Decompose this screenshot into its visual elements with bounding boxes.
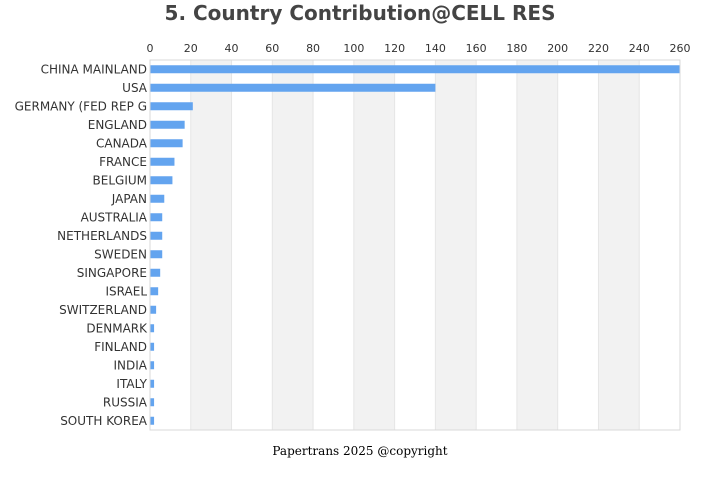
category-label: ISRAEL <box>106 284 148 298</box>
category-label: SWITZERLAND <box>59 303 147 317</box>
x-tick-label: 180 <box>506 42 527 55</box>
category-label: SOUTH KOREA <box>60 414 148 428</box>
bar <box>150 416 155 425</box>
bar <box>150 102 193 111</box>
category-label: CANADA <box>96 136 148 150</box>
bar <box>150 379 155 388</box>
x-tick-label: 80 <box>306 42 320 55</box>
bar <box>150 361 155 370</box>
bar <box>150 231 163 240</box>
category-label: BELGIUM <box>93 173 147 187</box>
x-tick-label: 160 <box>466 42 487 55</box>
category-label: FINLAND <box>94 340 147 354</box>
bar <box>150 120 185 129</box>
grid-bands <box>190 60 640 430</box>
bar <box>150 398 155 407</box>
category-label: JAPAN <box>111 192 147 206</box>
category-label: ENGLAND <box>88 118 147 132</box>
x-tick-label: 220 <box>588 42 609 55</box>
category-label: FRANCE <box>99 155 147 169</box>
category-label: RUSSIA <box>103 395 148 409</box>
bar <box>150 250 163 259</box>
category-label: ITALY <box>116 377 147 391</box>
bar <box>150 194 165 203</box>
grid-band <box>516 60 558 430</box>
bar <box>150 342 155 351</box>
bar <box>150 65 680 74</box>
bar <box>150 139 183 148</box>
category-label: USA <box>122 81 148 95</box>
x-tick-label: 100 <box>343 42 364 55</box>
category-label: SWEDEN <box>94 247 147 261</box>
grid-band <box>353 60 395 430</box>
category-label: AUSTRALIA <box>81 210 148 224</box>
category-label: SINGAPORE <box>77 266 147 280</box>
bar <box>150 287 159 296</box>
bar <box>150 83 436 92</box>
bar <box>150 157 175 166</box>
x-tick-label: 120 <box>384 42 405 55</box>
bar <box>150 324 155 333</box>
category-label: GERMANY (FED REP G <box>15 99 147 113</box>
chart-title: 5. Country Contribution@CELL RES <box>164 1 556 25</box>
grid-band <box>435 60 477 430</box>
grid-band <box>272 60 314 430</box>
category-label: DENMARK <box>86 321 148 335</box>
x-tick-label: 200 <box>547 42 568 55</box>
bar <box>150 213 163 222</box>
plot-border <box>149 59 681 431</box>
x-tick-label: 260 <box>670 42 691 55</box>
bar-series <box>150 65 680 425</box>
bar <box>150 305 157 314</box>
grid-band <box>190 60 232 430</box>
x-tick-label: 240 <box>629 42 650 55</box>
category-label: CHINA MAINLAND <box>41 62 147 76</box>
x-axis-ticks: 0 20 40 60 80 100 120 140 160 180 200 220 240 260 <box>147 42 691 430</box>
grid-band <box>598 60 640 430</box>
copyright-footer: Papertrans 2025 @copyright <box>272 444 448 458</box>
bar <box>150 176 173 185</box>
category-axis: CHINA MAINLAND USA GERMANY (FED REP G ENGLA… <box>15 62 149 428</box>
x-tick-label: 20 <box>184 42 198 55</box>
x-tick-label: 0 <box>147 42 154 55</box>
bar <box>150 268 161 277</box>
category-label: INDIA <box>113 358 147 372</box>
x-tick-label: 140 <box>425 42 446 55</box>
x-tick-label: 40 <box>225 42 239 55</box>
x-tick-label: 60 <box>265 42 279 55</box>
category-label: NETHERLANDS <box>57 229 147 243</box>
